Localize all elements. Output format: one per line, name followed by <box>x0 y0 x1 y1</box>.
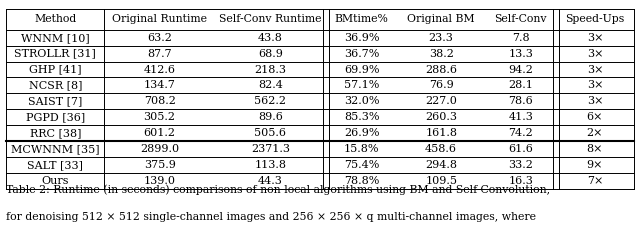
Text: 38.2: 38.2 <box>429 49 454 59</box>
Text: MCWNNM [35]: MCWNNM [35] <box>11 144 100 154</box>
Text: 109.5: 109.5 <box>425 176 457 186</box>
Text: 94.2: 94.2 <box>508 65 533 74</box>
Text: 89.6: 89.6 <box>258 112 283 122</box>
Text: 68.9: 68.9 <box>258 49 283 59</box>
Text: 28.1: 28.1 <box>508 80 533 90</box>
Text: 85.3%: 85.3% <box>344 112 380 122</box>
Text: 2899.0: 2899.0 <box>140 144 179 154</box>
Text: 82.4: 82.4 <box>258 80 283 90</box>
Text: 16.3: 16.3 <box>508 176 533 186</box>
Text: Table 2: Runtime (in seconds) comparisons of non-local algorithms using BM and S: Table 2: Runtime (in seconds) comparison… <box>6 184 550 195</box>
Text: 41.3: 41.3 <box>508 112 533 122</box>
Text: 708.2: 708.2 <box>143 96 175 106</box>
Text: Self-Conv: Self-Conv <box>495 14 547 24</box>
Text: 13.3: 13.3 <box>508 49 533 59</box>
Text: 23.3: 23.3 <box>429 33 454 43</box>
Text: 8×: 8× <box>587 144 604 154</box>
Text: 288.6: 288.6 <box>425 65 457 74</box>
Text: 33.2: 33.2 <box>508 160 533 170</box>
Text: 75.4%: 75.4% <box>344 160 380 170</box>
Text: 294.8: 294.8 <box>425 160 457 170</box>
Text: GHP [41]: GHP [41] <box>29 65 81 74</box>
Text: Original Runtime: Original Runtime <box>112 14 207 24</box>
Text: 3×: 3× <box>587 80 604 90</box>
Text: 562.2: 562.2 <box>255 96 287 106</box>
Text: 139.0: 139.0 <box>143 176 175 186</box>
Text: 26.9%: 26.9% <box>344 128 380 138</box>
Text: 44.3: 44.3 <box>258 176 283 186</box>
Text: for denoising 512 × 512 single-channel images and 256 × 256 × q multi-channel im: for denoising 512 × 512 single-channel i… <box>6 212 536 222</box>
Text: 43.8: 43.8 <box>258 33 283 43</box>
Text: 601.2: 601.2 <box>143 128 175 138</box>
Text: 3×: 3× <box>587 96 604 106</box>
Text: 9×: 9× <box>587 160 604 170</box>
Text: 3×: 3× <box>587 33 604 43</box>
Text: Ours: Ours <box>42 176 69 186</box>
Text: NCSR [8]: NCSR [8] <box>29 80 82 90</box>
Text: 63.2: 63.2 <box>147 33 172 43</box>
Text: 2371.3: 2371.3 <box>251 144 290 154</box>
Text: 227.0: 227.0 <box>425 96 457 106</box>
Text: WNNM [10]: WNNM [10] <box>21 33 90 43</box>
Text: 134.7: 134.7 <box>143 80 175 90</box>
Text: Original BM: Original BM <box>407 14 475 24</box>
Text: 3×: 3× <box>587 49 604 59</box>
Text: PGPD [36]: PGPD [36] <box>26 112 85 122</box>
Text: 74.2: 74.2 <box>508 128 533 138</box>
Text: Self-Conv Runtime: Self-Conv Runtime <box>220 14 322 24</box>
Text: 57.1%: 57.1% <box>344 80 380 90</box>
Text: 32.0%: 32.0% <box>344 96 380 106</box>
Text: 61.6: 61.6 <box>508 144 533 154</box>
Text: 2×: 2× <box>587 128 604 138</box>
Text: 375.9: 375.9 <box>143 160 175 170</box>
Text: 36.7%: 36.7% <box>344 49 380 59</box>
Text: SALT [33]: SALT [33] <box>28 160 83 170</box>
Text: 15.8%: 15.8% <box>344 144 380 154</box>
Text: 218.3: 218.3 <box>255 65 287 74</box>
Text: 87.7: 87.7 <box>147 49 172 59</box>
Text: 78.6: 78.6 <box>508 96 533 106</box>
Text: 412.6: 412.6 <box>143 65 175 74</box>
Text: 161.8: 161.8 <box>425 128 457 138</box>
Text: 505.6: 505.6 <box>255 128 287 138</box>
Text: 36.9%: 36.9% <box>344 33 380 43</box>
Text: 69.9%: 69.9% <box>344 65 380 74</box>
Text: STROLLR [31]: STROLLR [31] <box>14 49 96 59</box>
Text: 6×: 6× <box>587 112 604 122</box>
Text: 458.6: 458.6 <box>425 144 457 154</box>
Text: 260.3: 260.3 <box>425 112 457 122</box>
Text: Speed-Ups: Speed-Ups <box>565 14 625 24</box>
Text: 3×: 3× <box>587 65 604 74</box>
Text: 7.8: 7.8 <box>512 33 529 43</box>
Text: SAIST [7]: SAIST [7] <box>28 96 83 106</box>
Text: 305.2: 305.2 <box>143 112 175 122</box>
Text: 7×: 7× <box>587 176 603 186</box>
Text: RRC [38]: RRC [38] <box>29 128 81 138</box>
Text: 76.9: 76.9 <box>429 80 454 90</box>
Text: 113.8: 113.8 <box>255 160 287 170</box>
Text: 78.8%: 78.8% <box>344 176 380 186</box>
Text: BMtime%: BMtime% <box>335 14 388 24</box>
Text: Method: Method <box>34 14 76 24</box>
